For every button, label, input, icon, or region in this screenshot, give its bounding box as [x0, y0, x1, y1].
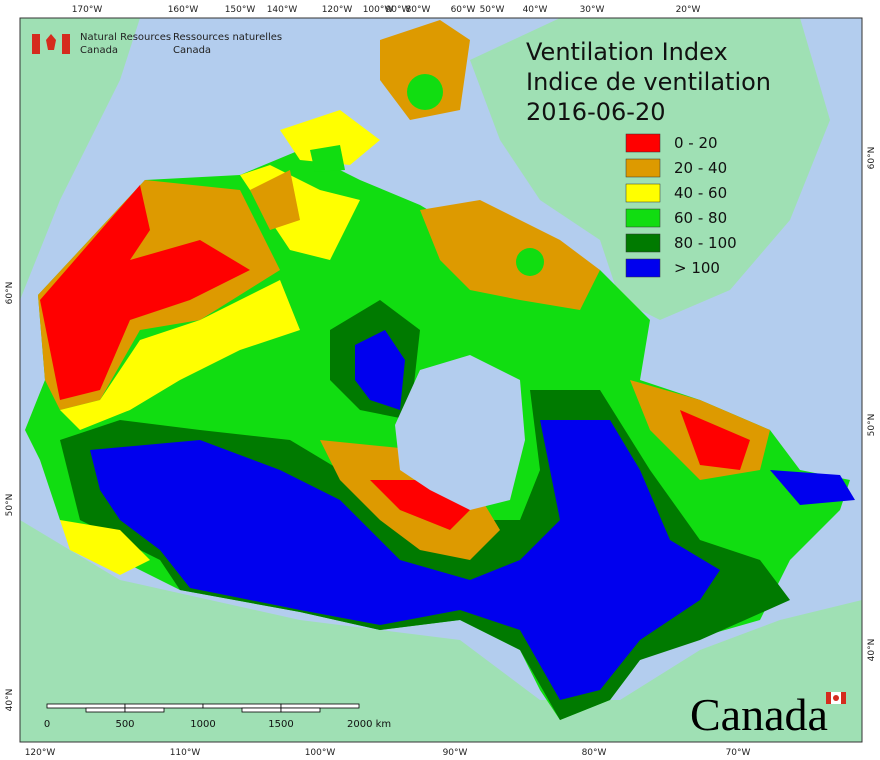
- scale-label: 1500: [268, 719, 293, 730]
- lon-label: 140°W: [267, 5, 298, 15]
- title: Indice de ventilation: [526, 68, 771, 96]
- lon-label: 80°W: [582, 748, 607, 758]
- island: [280, 110, 380, 165]
- lon-label: 20°W: [676, 5, 701, 15]
- graticule-labels: 170°W 160°W 150°W 140°W 120°W 100°W90°W80°W 60…: [5, 5, 877, 758]
- lat-label: 50°N: [867, 414, 877, 437]
- lat-label: 60°N: [5, 282, 15, 305]
- flag-leaf: [46, 34, 56, 50]
- island: [770, 470, 855, 505]
- hudson-bay: [395, 355, 525, 510]
- lon-label: 150°W: [225, 5, 256, 15]
- zone-40-60: [60, 280, 300, 430]
- zone-over-100: [90, 420, 720, 700]
- wordmark: Canada: [690, 689, 828, 740]
- lat-label: 40°N: [5, 689, 15, 712]
- scale-bar: 0 500 1000 1500 2000 km: [44, 703, 391, 730]
- scale-segment: [124, 703, 204, 709]
- lat-label: 60°N: [867, 147, 877, 170]
- scale-segment: [280, 707, 321, 713]
- date: 2016-06-20: [526, 98, 665, 126]
- scale-segment: [202, 703, 282, 709]
- island: [380, 20, 470, 120]
- lon-label: 90°W: [386, 5, 411, 15]
- lon-label: 120°W: [322, 5, 353, 15]
- island: [250, 170, 300, 230]
- lon-label: 60°W: [451, 5, 476, 15]
- lon-label: 80°W: [406, 5, 431, 15]
- flag-bar: [62, 34, 70, 54]
- island: [310, 145, 345, 172]
- agency-en: Natural Resources: [80, 32, 171, 43]
- flag-bar: [32, 34, 40, 54]
- scale-segment: [280, 703, 360, 709]
- legend-label: 40 - 60: [674, 184, 727, 202]
- land-usa: [20, 520, 862, 742]
- scale-segment: [124, 707, 165, 713]
- lon-label: 70°W: [726, 748, 751, 758]
- zone-0-20: [40, 185, 250, 400]
- lon-label: 110°W: [170, 748, 201, 758]
- legend-swatch: [625, 258, 661, 278]
- lon-label: 30°W: [580, 5, 605, 15]
- scale-label: 500: [115, 719, 134, 730]
- island: [420, 200, 600, 310]
- island-spot: [516, 248, 544, 276]
- legend-label: 80 - 100: [674, 234, 737, 252]
- legend-label: 0 - 20: [674, 134, 718, 152]
- lon-label: 170°W: [72, 5, 103, 15]
- wordmark-flag: [833, 695, 839, 701]
- title: Ventilation Index: [526, 38, 728, 66]
- legend-swatch: [625, 233, 661, 253]
- zone-40-60: [60, 520, 150, 575]
- land-russia: [20, 18, 140, 300]
- legend-label: > 100: [674, 259, 720, 277]
- zone-over-100: [355, 330, 405, 410]
- lon-label: 100°W: [305, 748, 336, 758]
- legend-label: 20 - 40: [674, 159, 727, 177]
- lon-label: 90°W: [443, 748, 468, 758]
- lon-label: 160°W: [168, 5, 199, 15]
- legend-swatch: [625, 158, 661, 178]
- agency-fr: Canada: [173, 45, 211, 56]
- lon-label: 40°W: [523, 5, 548, 15]
- scale-label: 1000: [190, 719, 215, 730]
- lon-label: 100°W: [363, 5, 394, 15]
- lon-label: 50°W: [480, 5, 505, 15]
- scale-segment: [241, 707, 282, 713]
- agency-fr: Ressources naturelles: [173, 32, 282, 43]
- zone-0-20: [680, 410, 750, 470]
- lon-label: 120°W: [25, 748, 56, 758]
- scale-segment: [46, 703, 126, 709]
- scale-segment: [85, 707, 126, 713]
- island-spot: [407, 74, 443, 110]
- agency-en: Canada: [80, 45, 118, 56]
- lat-label: 40°N: [867, 639, 877, 662]
- legend: 0 - 20 20 - 40 40 - 60 60 - 80 80 - 100 > 100: [625, 133, 737, 278]
- legend-swatch: [625, 133, 661, 153]
- frame: [19, 17, 863, 743]
- scale-label: 0: [44, 719, 50, 730]
- scale-label: 2000 km: [347, 719, 391, 730]
- legend-label: 60 - 80: [674, 209, 727, 227]
- legend-swatch: [625, 208, 661, 228]
- legend-swatch: [625, 183, 661, 203]
- lat-label: 50°N: [5, 494, 15, 517]
